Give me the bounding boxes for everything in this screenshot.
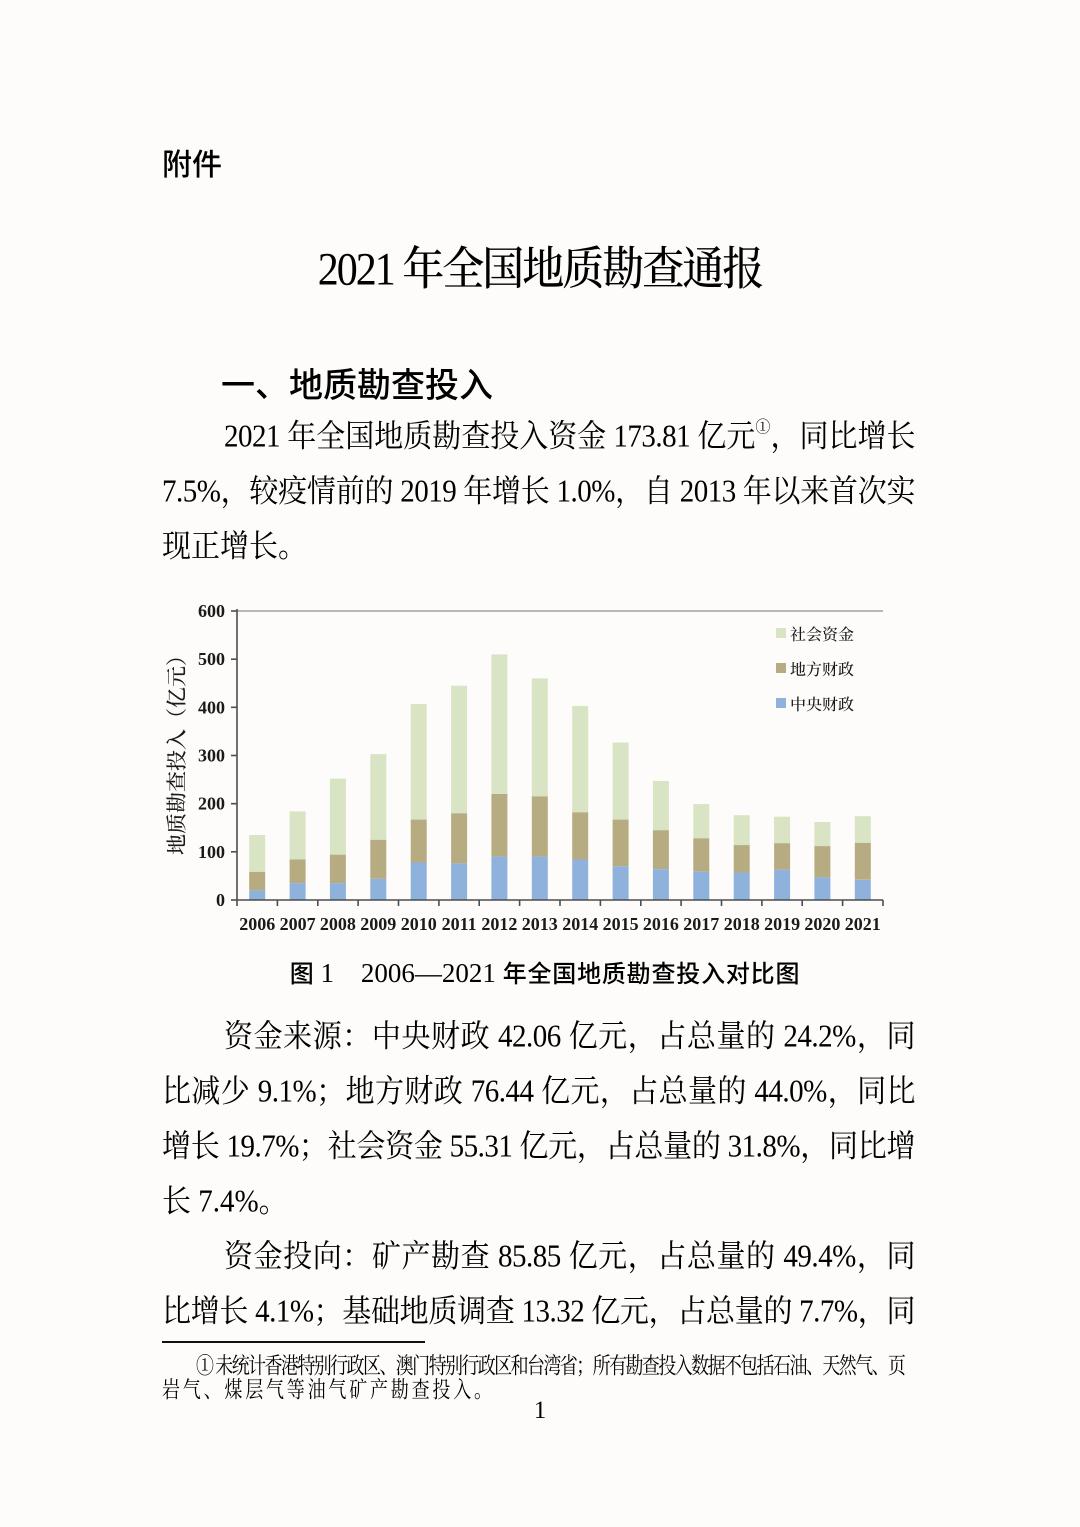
- svg-text:2006: 2006: [239, 914, 275, 934]
- svg-text:2014: 2014: [562, 914, 598, 934]
- svg-text:2021: 2021: [845, 914, 881, 934]
- svg-text:600: 600: [198, 601, 225, 621]
- svg-text:400: 400: [198, 697, 225, 717]
- svg-text:2019: 2019: [764, 914, 800, 934]
- svg-text:200: 200: [198, 794, 225, 814]
- svg-text:2007: 2007: [280, 914, 316, 934]
- svg-text:2012: 2012: [481, 914, 517, 934]
- svg-text:2013: 2013: [522, 914, 558, 934]
- svg-text:2016: 2016: [643, 914, 679, 934]
- svg-text:中央财政: 中央财政: [790, 696, 855, 714]
- svg-text:地方财政: 地方财政: [790, 661, 855, 679]
- svg-text:2011: 2011: [442, 914, 477, 934]
- svg-text:0: 0: [216, 890, 225, 910]
- svg-text:2009: 2009: [360, 914, 396, 934]
- svg-text:2018: 2018: [724, 914, 760, 934]
- svg-text:2020: 2020: [804, 914, 840, 934]
- svg-text:社会资金: 社会资金: [790, 626, 854, 644]
- svg-text:2008: 2008: [320, 914, 356, 934]
- svg-text:500: 500: [198, 649, 225, 669]
- svg-text:2017: 2017: [683, 914, 719, 934]
- svg-text:地质勘查投入（亿元）: 地质勘查投入（亿元）: [165, 645, 189, 855]
- svg-text:2010: 2010: [401, 914, 437, 934]
- svg-text:2015: 2015: [603, 914, 639, 934]
- svg-text:300: 300: [198, 746, 225, 766]
- svg-text:100: 100: [198, 842, 225, 862]
